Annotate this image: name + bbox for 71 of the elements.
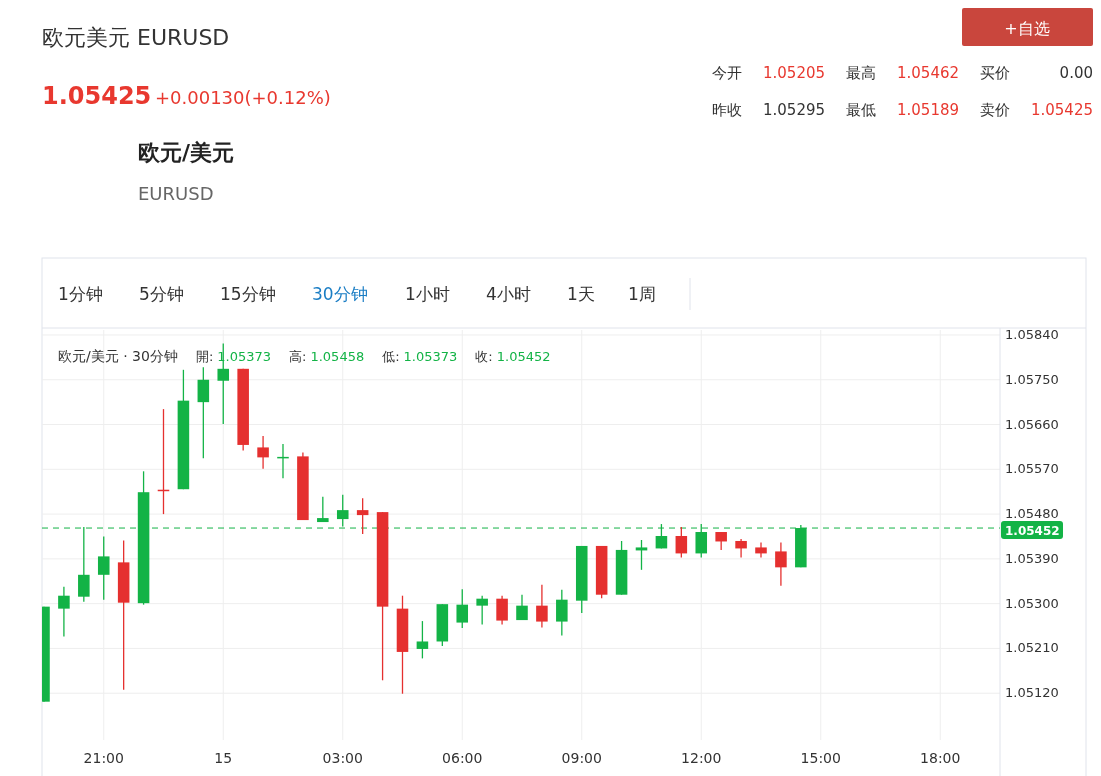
candlestick [416, 620, 429, 660]
text: 1.05462 [897, 64, 960, 82]
text: 买价 [980, 64, 1010, 82]
y-tick-label: 1.05660 [1005, 416, 1059, 432]
text: 卖价 [980, 101, 1010, 119]
text: 5分钟 [139, 284, 184, 304]
candlestick [78, 526, 90, 603]
text: 15分钟 [220, 284, 276, 304]
x-tick-label: 06:00 [442, 750, 483, 766]
candlestick [556, 589, 568, 637]
chart-title: 欧元美元 EURUSD [42, 25, 230, 50]
candlestick [635, 539, 648, 571]
text: 昨收 [712, 101, 742, 119]
ref-line-label: 1.05452 [1005, 524, 1060, 539]
text: 1小时 [405, 284, 450, 304]
candlestick [257, 435, 269, 470]
candlestick [735, 538, 747, 559]
text: EURUSD [138, 183, 214, 204]
y-tick-label: 1.05840 [1005, 326, 1059, 342]
text: +0.00130(+0.12%) [155, 87, 331, 108]
text: 1.05189 [897, 101, 960, 119]
candlestick [456, 588, 469, 629]
y-tick-label: 1.05120 [1005, 685, 1059, 701]
text: +自选 [1004, 19, 1050, 38]
text: 最低 [846, 101, 876, 119]
x-tick-label: 09:00 [561, 750, 602, 766]
text: 1.05295 [763, 101, 826, 119]
y-tick-label: 1.05300 [1005, 595, 1059, 611]
text: 最高 [846, 64, 876, 82]
x-tick-label: 21:00 [83, 750, 124, 766]
annotation: 1.05458 [310, 349, 365, 364]
candlestick [317, 496, 329, 523]
text: 0.00 [1059, 64, 1093, 82]
candlestick [675, 526, 688, 559]
x-tick-label: 15 [214, 750, 233, 766]
annotation: 欧元/美元 · 30分钟 [58, 348, 178, 364]
text: 4小时 [486, 284, 531, 304]
text: 1.05425 [1030, 101, 1093, 119]
candlestick [58, 586, 70, 638]
annotation: 收: [475, 349, 493, 364]
x-tick-label: 03:00 [322, 750, 363, 766]
annotation: 1.05452 [496, 349, 551, 364]
text: 欧元/美元 [138, 140, 235, 165]
y-tick-label: 1.05390 [1005, 550, 1059, 566]
candlestick [755, 541, 767, 559]
text: 30分钟 [312, 284, 368, 304]
y-tick-label: 1.05210 [1005, 640, 1059, 656]
candlestick [476, 595, 488, 626]
y-tick-label: 1.05480 [1005, 506, 1059, 522]
candlestick [356, 497, 369, 535]
candlestick [536, 584, 548, 629]
annotation: 開: [195, 349, 214, 364]
candlestick [775, 541, 787, 587]
candlestick [197, 366, 210, 460]
candlestick [97, 535, 110, 601]
text: 1.05205 [763, 64, 826, 82]
candlestick [516, 594, 528, 621]
y-tick-label: 1.05750 [1005, 371, 1059, 387]
text: 1分钟 [58, 284, 103, 304]
x-tick-label: 15:00 [800, 750, 841, 766]
annotation: 低: [382, 349, 400, 364]
x-tick-label: 12:00 [681, 750, 722, 766]
text: 1.05425 [42, 82, 152, 110]
y-tick-label: 1.05570 [1005, 461, 1059, 477]
candlestick [496, 595, 508, 626]
text: 1天 [567, 284, 595, 304]
annotation: 1.05373 [403, 349, 458, 364]
annotation: 高: [289, 349, 307, 364]
text: 1周 [628, 284, 656, 304]
text: 今开 [712, 64, 742, 82]
x-tick-label: 18:00 [920, 750, 961, 766]
